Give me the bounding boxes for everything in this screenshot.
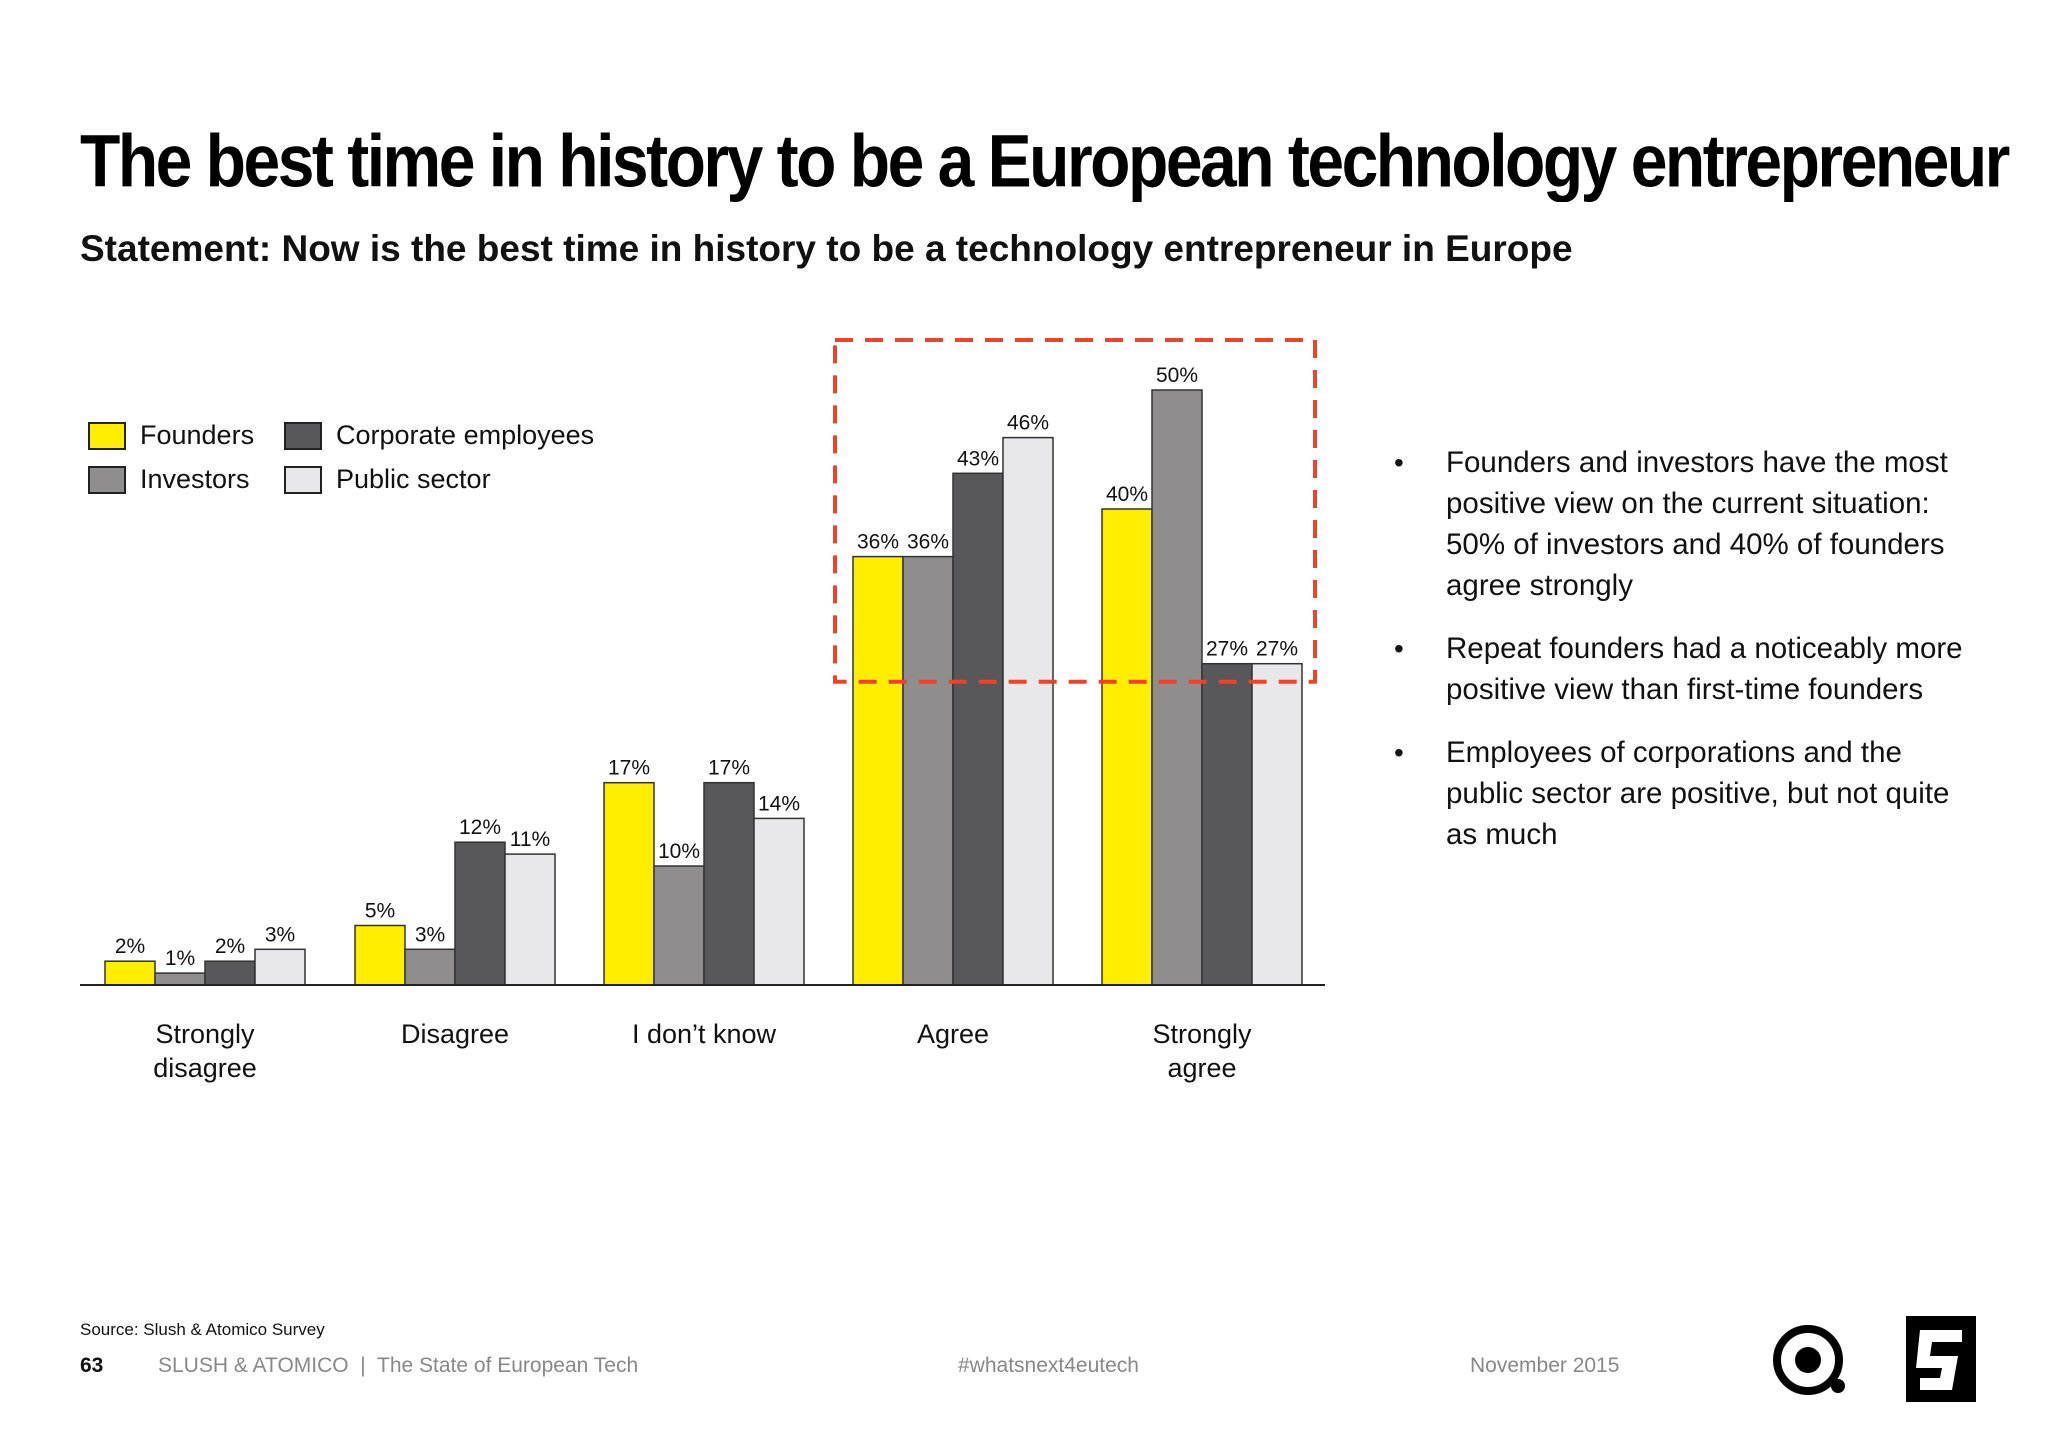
bar	[404, 948, 456, 986]
bar	[902, 555, 954, 986]
bar	[104, 960, 156, 986]
bar	[603, 781, 655, 986]
bar-value-label: 36%	[907, 531, 949, 554]
category-label: disagree	[153, 1053, 257, 1083]
page-subtitle: Statement: Now is the best time in histo…	[80, 228, 1573, 269]
legend-label-founders: Founders	[140, 420, 255, 450]
legend-item-founders: Founders	[88, 420, 254, 451]
bar-value-label: 27%	[1256, 638, 1298, 661]
footer-hashtag: #whatsnext4eutech	[958, 1354, 1139, 1377]
source-note: Source: Slush & Atomico Survey	[80, 1320, 325, 1339]
legend-item-corporate-employees: Corporate employees	[284, 420, 594, 451]
bar	[703, 781, 755, 986]
legend-swatch-founders	[88, 421, 126, 450]
finding-text: Employees of corporations and the public…	[1446, 736, 1950, 851]
slush-logo	[1906, 1316, 1976, 1402]
legend-item-public-sector: Public sector	[284, 464, 491, 495]
bar	[952, 472, 1004, 986]
bar	[1251, 662, 1303, 986]
bar	[204, 960, 256, 986]
legend-label-public-sector: Public sector	[336, 464, 491, 494]
bar	[504, 853, 556, 986]
bar	[653, 865, 705, 986]
bar-value-label: 12%	[459, 816, 501, 839]
bar-value-label: 14%	[758, 792, 800, 815]
atomico-logo	[1773, 1325, 1845, 1395]
bar	[753, 817, 805, 986]
footer-brand: SLUSH & ATOMICO | The State of European …	[158, 1354, 639, 1377]
bar-value-label: 2%	[215, 935, 245, 958]
bar-value-label: 2%	[115, 935, 145, 958]
bar-value-label: 5%	[365, 900, 395, 923]
finding-text: Repeat founders had a noticeably more po…	[1446, 632, 1963, 706]
category-label: Disagree	[401, 1019, 509, 1049]
bar	[852, 555, 904, 986]
bar-value-label: 40%	[1106, 483, 1148, 506]
category-label: Agree	[917, 1019, 989, 1049]
bar	[1101, 508, 1153, 986]
category-label: Strongly	[155, 1019, 255, 1049]
bar-value-label: 3%	[265, 923, 295, 946]
key-findings-list: • Founders and investors have the most po…	[1380, 442, 1980, 877]
bar-value-label: 27%	[1206, 638, 1248, 661]
finding-item: • Repeat founders had a noticeably more p…	[1380, 628, 1980, 710]
bar-value-label: 43%	[957, 447, 999, 470]
bar	[354, 924, 406, 986]
page-number: 63	[80, 1354, 104, 1377]
bar	[1002, 436, 1054, 986]
legend-label-investors: Investors	[140, 464, 250, 494]
bar-value-label: 36%	[857, 531, 899, 554]
chart-legend: Founders Investors Corporate employees P…	[88, 420, 648, 510]
legend-swatch-corporate-employees	[284, 421, 322, 450]
finding-text: Founders and investors have the most pos…	[1446, 446, 1948, 602]
bar-value-label: 3%	[415, 923, 445, 946]
legend-item-investors: Investors	[88, 464, 250, 495]
bar-value-label: 17%	[608, 757, 650, 780]
bar-value-label: 50%	[1156, 364, 1198, 387]
bar-value-label: 10%	[658, 840, 700, 863]
page-title: The best time in history to be a Europea…	[80, 119, 2010, 202]
bar	[454, 841, 506, 986]
bullet-glyph: •	[1394, 447, 1404, 478]
bullet-glyph: •	[1394, 633, 1404, 664]
bar-value-label: 46%	[1007, 412, 1049, 435]
bar-value-label: 1%	[165, 947, 195, 970]
bar-value-label: 17%	[708, 757, 750, 780]
finding-item: • Founders and investors have the most po…	[1380, 442, 1980, 606]
finding-item: • Employees of corporations and the publi…	[1380, 732, 1980, 855]
legend-swatch-public-sector	[284, 465, 322, 494]
bar-value-label: 11%	[510, 828, 550, 851]
category-label: Strongly	[1152, 1019, 1252, 1049]
footer-date: November 2015	[1470, 1354, 1620, 1377]
bar	[1201, 662, 1253, 986]
category-label: agree	[1167, 1053, 1236, 1083]
category-label: I don’t know	[632, 1019, 777, 1049]
bar-chart: 2% 1% 2% 3% Strongly disagree 5% 3% 12% 11% Disagr…	[80, 338, 1325, 1083]
highlight-box	[833, 338, 1317, 684]
bullet-glyph: •	[1394, 737, 1404, 768]
bar	[1151, 389, 1203, 986]
bar	[254, 948, 306, 986]
legend-label-corporate-employees: Corporate employees	[336, 420, 595, 450]
bar	[154, 972, 206, 986]
legend-swatch-investors	[88, 465, 126, 494]
